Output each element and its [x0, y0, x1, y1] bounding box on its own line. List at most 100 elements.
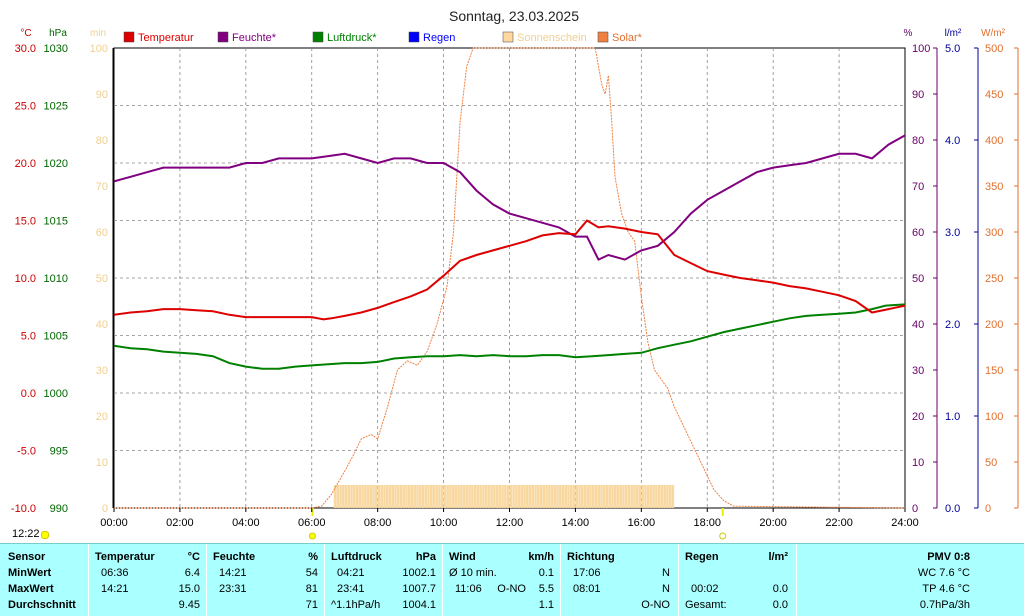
- wind-max-val: 5.5: [538, 583, 554, 595]
- sunshine-bar: [386, 485, 389, 508]
- press-min-val: 1002.1: [402, 567, 436, 579]
- right-tick-label: 150: [985, 365, 1003, 377]
- sunshine-bar: [364, 485, 367, 508]
- sunshine-bar: [462, 485, 466, 508]
- x-tick-label: 16:00: [628, 517, 656, 529]
- col-luftdruck: Luftdruck hPa 04:21 1002.1 23:41 1007.7 …: [324, 544, 442, 616]
- sunshine-bar: [649, 485, 653, 508]
- sunshine-bar: [380, 485, 383, 508]
- left-tick-label: 20: [96, 411, 108, 423]
- x-tick-label: 14:00: [562, 517, 590, 529]
- sunshine-bar: [473, 485, 477, 508]
- right-axis-unit: l/m²: [945, 28, 962, 39]
- left-tick-label: 30: [96, 365, 108, 377]
- x-tick-label: 22:00: [825, 517, 853, 529]
- weather-chart: Sonntag, 23.03.2025 Temperatur Feuchte* Lu…: [11, 8, 1019, 540]
- sun-icon: [41, 531, 49, 539]
- pmv-line2: TP 4.6 °C: [922, 583, 970, 595]
- sunshine-bar: [504, 485, 507, 508]
- sunshine-bar: [490, 485, 493, 508]
- sunshine-bar: [498, 485, 502, 508]
- sunshine-bar: [559, 485, 562, 508]
- wind-min-label: Ø 10 min.: [449, 567, 497, 579]
- left-tick-label: -5.0: [17, 446, 36, 458]
- right-tick-label: 350: [985, 181, 1003, 193]
- temp-min-time: 06:36: [101, 567, 129, 579]
- sunshine-bar: [657, 485, 661, 508]
- left-tick-label: 10.0: [15, 273, 36, 285]
- chart-title: Sonntag, 23.03.2025: [449, 8, 579, 24]
- legend-label: Luftdruck*: [327, 32, 377, 44]
- sunshine-bar: [570, 485, 573, 508]
- right-tick-label: 450: [985, 89, 1003, 101]
- sunshine-bar: [512, 485, 515, 508]
- sunshine-bar: [583, 485, 587, 508]
- sunshine-bar: [531, 485, 535, 508]
- sunshine-bar: [520, 485, 524, 508]
- dir-min-dir: N: [662, 567, 670, 579]
- sunshine-bar: [344, 485, 348, 508]
- col-pmv: PMV 0:8 WC 7.6 °C TP 4.6 °C 0.7hPa/3h: [796, 544, 1024, 616]
- left-tick-label: 20.0: [15, 158, 36, 170]
- sunshine-bar: [635, 485, 639, 508]
- sunshine-bar: [342, 485, 345, 508]
- col-wind: Wind km/h Ø 10 min. 0.1 11:06 O-NO 5.5 1…: [442, 544, 560, 616]
- sunshine-bar: [537, 485, 540, 508]
- left-tick-label: 70: [96, 181, 108, 193]
- x-tick-label: 12:00: [496, 517, 524, 529]
- sensor-header: Sensor: [8, 551, 46, 563]
- press-max-val: 1007.7: [402, 583, 436, 595]
- hum-avg-val: 71: [305, 599, 318, 611]
- series-line: [114, 47, 906, 509]
- x-tick-label: 08:00: [364, 517, 392, 529]
- press-avg-val: 1004.1: [402, 599, 436, 611]
- sunshine-bar: [660, 485, 664, 508]
- right-tick-label: 10: [912, 457, 924, 469]
- grid: [113, 47, 906, 509]
- dir-header: Richtung: [567, 551, 615, 563]
- sunshine-bar: [611, 485, 614, 508]
- sunshine-bar: [671, 485, 675, 508]
- x-tick-label: 00:00: [100, 517, 128, 529]
- sunshine-bar: [668, 485, 672, 508]
- left-tick-label: 1025: [44, 101, 68, 113]
- sunshine-bar: [407, 485, 411, 508]
- sunshine-bar: [361, 485, 364, 508]
- sunrise-dot: [308, 532, 316, 540]
- sunshine-bar: [369, 485, 373, 508]
- right-tick-label: 40: [912, 319, 924, 331]
- sunshine-bar: [372, 485, 375, 508]
- right-tick-label: 50: [985, 457, 997, 469]
- wind-max-time: 11:06: [455, 583, 482, 595]
- sunshine-bar: [644, 485, 647, 508]
- left-tick-label: 1005: [44, 331, 68, 343]
- sunshine-bar: [402, 485, 405, 508]
- sunshine-bar: [424, 485, 427, 508]
- sunshine-bar: [391, 485, 394, 508]
- x-tick-label: 02:00: [166, 517, 194, 529]
- right-tick-label: 500: [985, 43, 1003, 55]
- right-tick-label: 300: [985, 227, 1003, 239]
- sunshine-bar: [413, 485, 416, 508]
- press-header: Luftdruck: [331, 551, 382, 563]
- hum-min-time: 14:21: [219, 567, 247, 579]
- series-lines: [113, 47, 906, 540]
- sunshine-bar: [405, 485, 408, 508]
- sunshine-bar: [589, 485, 592, 508]
- sunshine-bar: [353, 485, 356, 508]
- right-tick-label: 60: [912, 227, 924, 239]
- sunshine-bar: [550, 485, 554, 508]
- temp-header: Temperatur: [95, 551, 155, 563]
- sunshine-bar: [358, 485, 362, 508]
- wind-min-val: 0.1: [538, 567, 554, 579]
- sunshine-bar: [539, 485, 543, 508]
- sunshine-bar: [482, 485, 485, 508]
- left-tick-label: 40: [96, 319, 108, 331]
- sunshine-bar: [666, 485, 669, 508]
- legend-swatch: [502, 31, 514, 43]
- press-unit: hPa: [415, 551, 436, 563]
- legend-swatch: [408, 31, 420, 43]
- stats-table: Sensor MinWert MaxWert Durchschnitt Temp…: [0, 543, 1024, 616]
- legend-swatch: [312, 31, 324, 43]
- left-tick-label: 25.0: [15, 101, 36, 113]
